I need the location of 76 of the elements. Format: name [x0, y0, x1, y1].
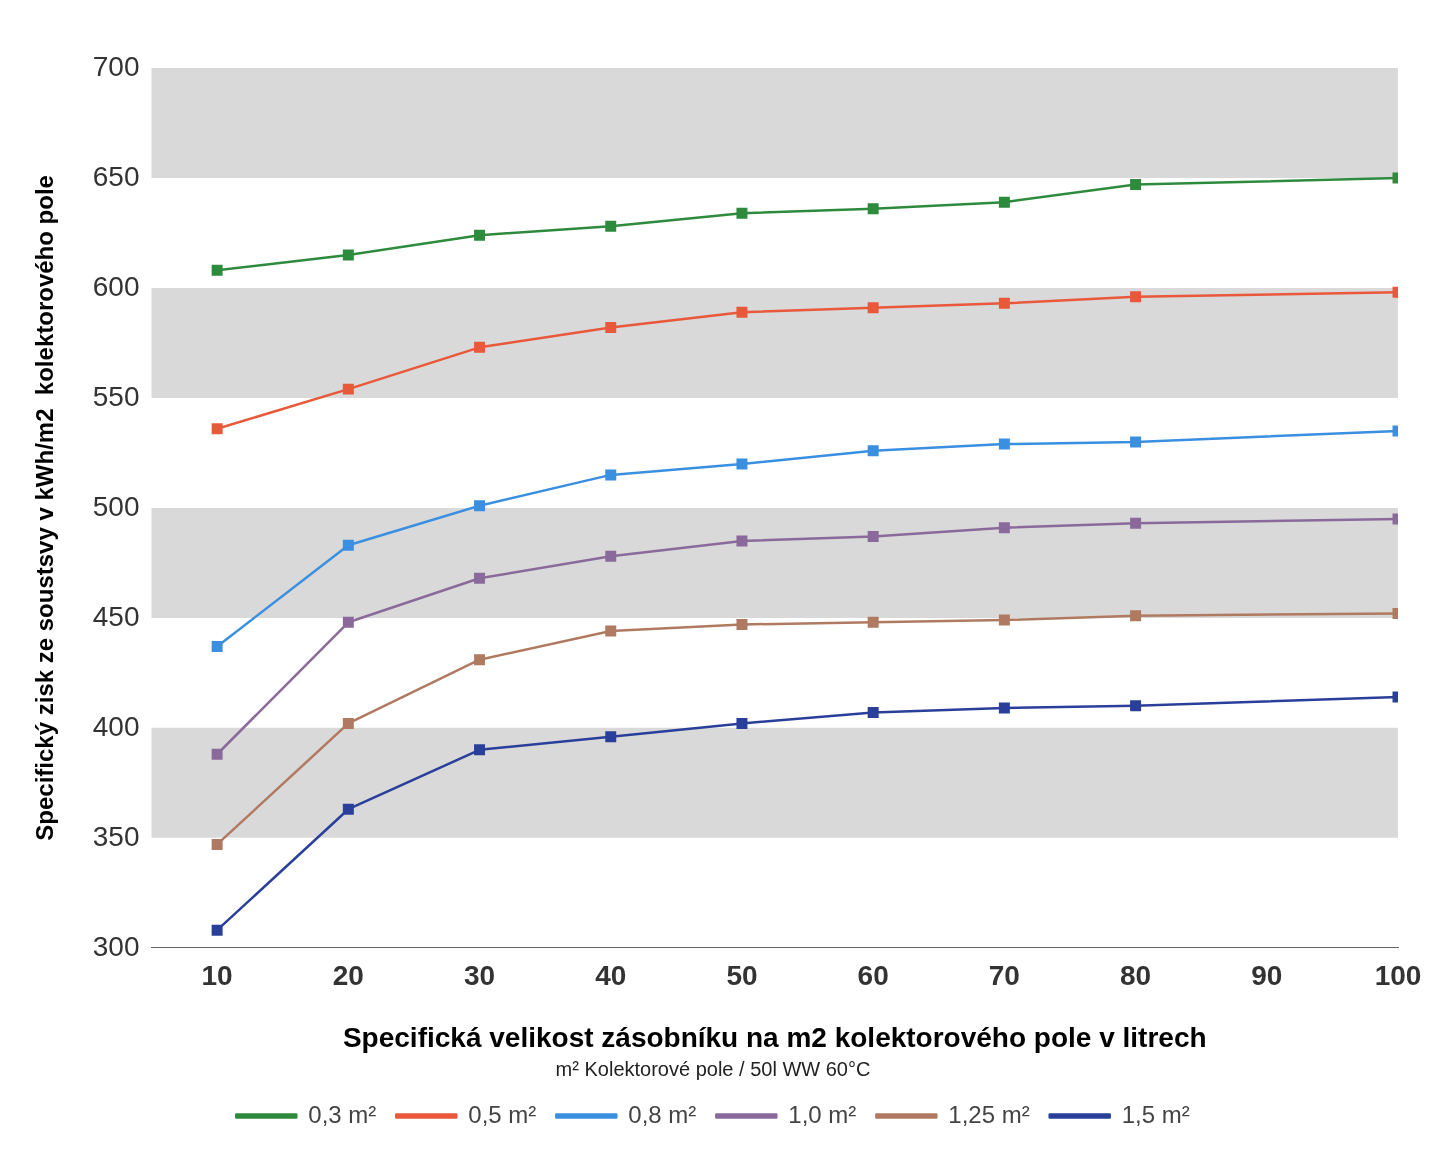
point: [736, 717, 748, 729]
point: [998, 196, 1010, 208]
y-tick-label: 600: [92, 270, 140, 302]
point: [867, 203, 879, 215]
y-tick-label: 700: [92, 50, 140, 82]
point: [211, 423, 223, 435]
point: [736, 618, 748, 630]
point: [342, 717, 354, 729]
x-tick-label: 80: [1120, 960, 1152, 992]
x-tick-label: 100: [1374, 960, 1422, 992]
x-tick-label: 60: [857, 960, 889, 992]
point: [342, 539, 354, 551]
x-tick-label: 40: [595, 960, 627, 992]
point: [474, 654, 486, 666]
point: [605, 731, 617, 743]
point: [342, 616, 354, 628]
legend-label: 0,8 m²: [628, 1100, 697, 1128]
point: [998, 522, 1010, 534]
point: [1130, 517, 1142, 529]
point: [736, 535, 748, 547]
legend-title: m² Kolektorové pole / 50l WW 60°C: [555, 1057, 871, 1080]
point: [867, 531, 879, 542]
y-axis-title: Specifický zisk ze soustsvy v kWh/m2 kolektorového pole: [31, 175, 59, 841]
x-tick-label: 30: [463, 960, 496, 992]
point: [1130, 179, 1142, 191]
point: [211, 640, 223, 652]
point: [342, 803, 354, 815]
point: [605, 625, 617, 637]
x-tick-label: 90: [1251, 960, 1283, 992]
point: [474, 744, 486, 756]
point: [474, 341, 486, 353]
x-tick-label: 20: [332, 960, 364, 992]
y-tick-label: 400: [92, 710, 140, 742]
point: [474, 572, 486, 584]
point: [867, 706, 879, 718]
legend-label: 0,5 m²: [468, 1100, 537, 1128]
legend-label: 1,25 m²: [948, 1100, 1030, 1128]
y-tick-label: 450: [92, 600, 140, 632]
point: [998, 614, 1010, 626]
x-tick-label: 50: [726, 960, 758, 992]
point: [474, 500, 486, 512]
point: [736, 207, 748, 219]
point: [998, 297, 1010, 309]
x-tick-label: 70: [988, 960, 1020, 992]
point: [998, 702, 1010, 714]
x-axis-title: Specifická velikost zásobníku na m2 kolektorového pole v litrech: [342, 1021, 1207, 1053]
point: [211, 264, 223, 276]
point: [605, 322, 617, 334]
point: [1130, 610, 1142, 622]
point: [1130, 291, 1142, 303]
point: [736, 306, 748, 318]
point: [342, 249, 354, 261]
point: [1130, 700, 1142, 712]
point: [867, 302, 879, 314]
legend-label: 1,0 m²: [788, 1100, 857, 1128]
y-tick-label: 350: [92, 820, 140, 852]
point: [211, 838, 223, 850]
point: [736, 458, 748, 470]
point: [211, 924, 223, 936]
point: [867, 616, 879, 628]
point: [605, 220, 617, 232]
point: [342, 383, 354, 395]
point: [605, 550, 617, 562]
point: [605, 469, 617, 481]
x-tick-label: 10: [201, 960, 233, 992]
point: [998, 438, 1010, 450]
y-tick-label: 300: [92, 930, 140, 962]
point: [867, 445, 879, 457]
point: [211, 748, 223, 760]
legend-label: 1,5 m²: [1121, 1100, 1190, 1128]
y-tick-label: 650: [92, 160, 140, 192]
y-tick-label: 500: [92, 490, 140, 522]
y-tick-label: 550: [92, 380, 140, 412]
point: [1130, 436, 1142, 448]
point: [474, 229, 486, 241]
legend-label: 0,3 m²: [308, 1100, 377, 1128]
